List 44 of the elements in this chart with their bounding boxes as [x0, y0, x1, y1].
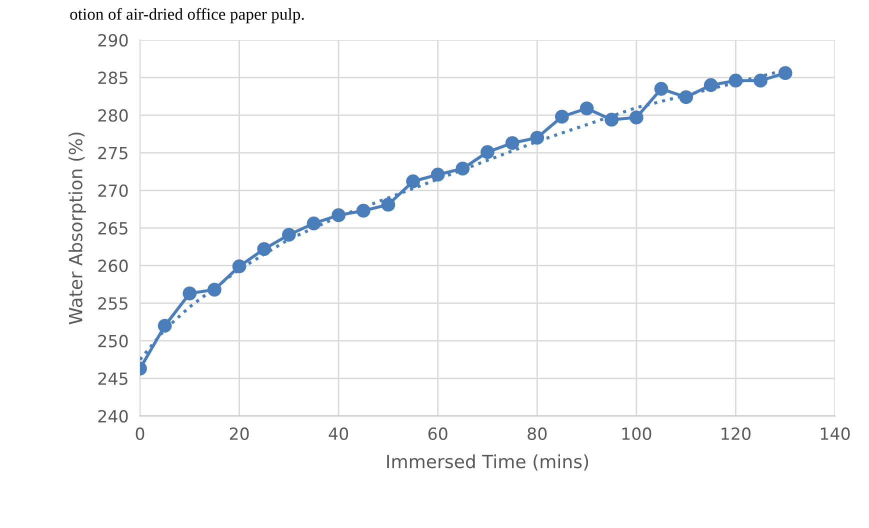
x-tick-label: 20 [230, 427, 249, 440]
x-tick-label: 0 [136, 427, 144, 440]
x-axis-title: Immersed Time (mins) [387, 454, 588, 470]
point [257, 242, 272, 256]
y-tick-label: 280 [98, 109, 128, 122]
y-tick-label: 270 [98, 184, 128, 197]
y-tick-label: 290 [98, 34, 128, 47]
point [182, 286, 197, 300]
point [456, 162, 470, 176]
x-tick-label: 100 [622, 427, 652, 440]
y-tick-label: 255 [98, 297, 128, 310]
point [604, 112, 619, 127]
x-tick-label: 80 [528, 427, 547, 440]
x-tick-label: 60 [428, 427, 448, 440]
y-axis-title: Water Absorption (%) [68, 132, 86, 324]
point [406, 174, 420, 188]
point [728, 74, 743, 88]
point [704, 78, 718, 92]
point [381, 198, 396, 212]
y-tick-label: 260 [98, 260, 128, 272]
x-tick-label: 140 [820, 427, 850, 440]
y-tick-label: 265 [98, 222, 128, 235]
x-tick-label: 40 [328, 427, 348, 440]
y-tick-label: 285 [98, 72, 128, 84]
x-tick-label: 120 [722, 427, 751, 440]
point [555, 110, 569, 124]
point [629, 110, 644, 124]
point [430, 168, 445, 182]
y-tick-label: 275 [98, 146, 128, 160]
y-tick-label: 250 [98, 334, 128, 348]
point [480, 145, 494, 159]
y-tick-label: 240 [98, 410, 128, 423]
point [158, 318, 172, 333]
point [306, 216, 321, 230]
point [505, 136, 520, 150]
point [778, 66, 792, 80]
point [679, 90, 694, 104]
point [754, 74, 768, 88]
point [580, 101, 594, 116]
y-tick-label: 245 [98, 372, 128, 385]
point [654, 82, 668, 96]
point [282, 228, 296, 242]
point [530, 130, 544, 145]
text: otion of air-dried office paper pulp. [70, 8, 304, 24]
